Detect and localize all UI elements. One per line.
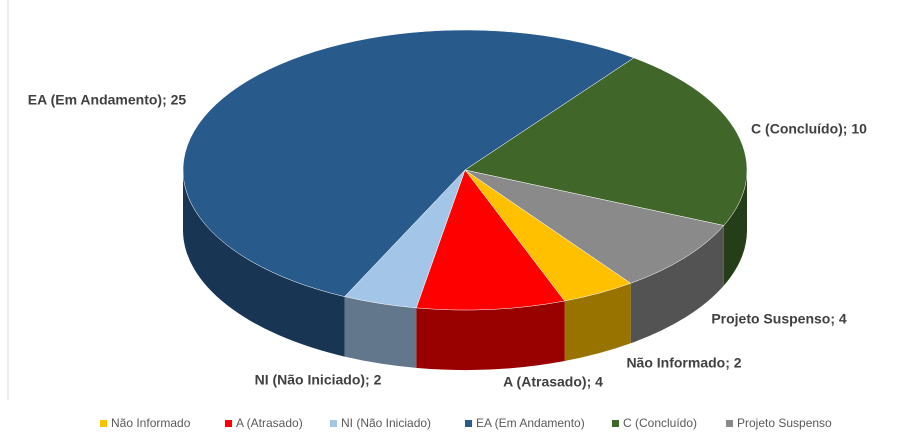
legend-label: EA (Em Andamento) (476, 416, 585, 430)
pie-side (183, 170, 345, 357)
legend-label: Não Informado (111, 416, 191, 430)
legend-label: A (Atrasado) (236, 416, 303, 430)
legend-swatch (726, 420, 733, 427)
legend-swatch (612, 420, 619, 427)
pie-slice (464, 57, 748, 226)
pie-side (564, 283, 631, 361)
pie-slice (464, 169, 725, 284)
pie-slice (182, 29, 635, 297)
pie-slice (415, 169, 566, 311)
pie-side (416, 300, 565, 370)
legend-swatch (100, 420, 107, 427)
legend-label: NI (Não Iniciado) (341, 416, 431, 430)
legend-swatch (465, 420, 472, 427)
legend-label: C (Concluído) (623, 416, 697, 430)
data-label: Não Informado; 2 (626, 355, 741, 371)
data-label: NI (Não Iniciado); 2 (255, 372, 382, 388)
pie-side (630, 225, 724, 344)
pie-side (344, 296, 417, 368)
legend-label: Projeto Suspenso (737, 416, 832, 430)
data-label: C (Concluído); 10 (751, 121, 867, 137)
data-label: A (Atrasado); 4 (503, 374, 603, 390)
legend-swatch (225, 420, 232, 427)
pie-tops (182, 29, 748, 311)
pie-sides (183, 170, 747, 370)
data-label: EA (Em Andamento); 25 (28, 92, 187, 108)
data-label: Projeto Suspenso; 4 (711, 311, 847, 327)
legend-swatch (330, 420, 337, 427)
